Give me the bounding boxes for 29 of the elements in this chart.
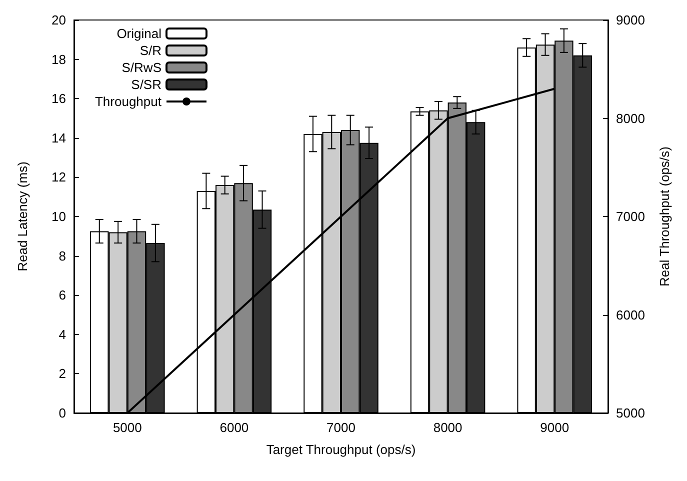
- y-tick-label: 0: [58, 406, 66, 420]
- x-tick-label: 5000: [112, 420, 142, 435]
- y-tick-label: 6: [58, 288, 66, 303]
- y2-tick-label: 6000: [616, 307, 645, 322]
- y-tick-label: 16: [52, 91, 66, 106]
- y2-tick-label: 8000: [616, 110, 645, 126]
- x-tick-label: 7000: [326, 420, 356, 435]
- y-tick-label: 12: [52, 170, 66, 185]
- y-tick-label: 2: [58, 366, 66, 382]
- legend-label: S/SR: [131, 77, 162, 92]
- x-tick-label: 8000: [433, 420, 462, 435]
- x-tick-label: 6000: [220, 420, 249, 435]
- x-tick-label: 9000: [540, 420, 570, 435]
- y-tick-label: 4: [58, 326, 66, 342]
- y-tick-label: 20: [52, 12, 66, 28]
- legend-label: S/R: [140, 43, 162, 58]
- y-axis-title: Read Latency (ms): [15, 162, 30, 272]
- legend-label: Throughput: [94, 94, 162, 109]
- y-tick-label: 18: [52, 52, 66, 67]
- legend-label: S/RwS: [122, 60, 162, 75]
- x-axis-title: Target Throughput (ops/s): [266, 442, 416, 457]
- y-tick-label: 10: [52, 209, 66, 224]
- y-tick-label: 8: [58, 248, 66, 264]
- legend-label: Original: [116, 26, 162, 41]
- y2-tick-label: 5000: [616, 406, 645, 420]
- y2-tick-label: 7000: [616, 209, 645, 224]
- y2-tick-label: 9000: [616, 12, 645, 28]
- y2-axis-title: Real Throughput (ops/s): [657, 146, 672, 286]
- y-tick-label: 14: [52, 130, 66, 146]
